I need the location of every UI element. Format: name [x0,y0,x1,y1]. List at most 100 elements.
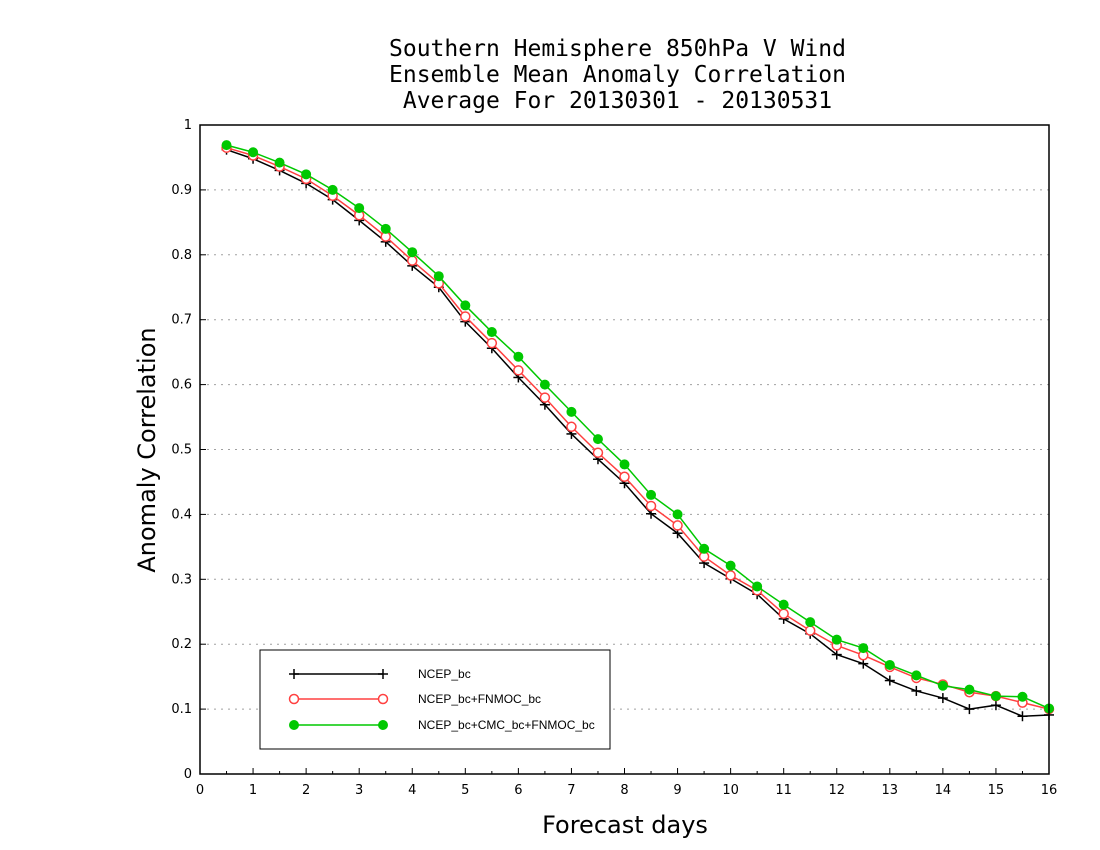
chart-title-line-2: Ensemble Mean Anomaly Correlation [389,62,846,88]
legend-marker [289,720,299,730]
data-point [592,447,604,458]
data-point [274,157,285,168]
data-point [884,659,895,670]
data-point [725,560,736,571]
series-2 [221,142,1055,715]
data-point [884,675,895,686]
data-point [460,300,471,311]
y-tick-label: 0.9 [171,183,192,198]
legend: NCEP_bc NCEP_bc+FNMOC_bc NCEP_bc+CMC_bc+FN… [259,649,611,750]
x-tick-label: 16 [1041,783,1058,798]
data-point [566,406,577,417]
data-point [672,520,683,531]
legend-marker [378,720,388,730]
x-tick-label: 9 [673,783,681,798]
y-tick-label: 1 [184,118,192,133]
data-point [778,599,789,610]
data-point [911,670,922,681]
data-point [990,700,1001,711]
data-point [831,634,842,645]
data-point [858,643,869,654]
y-tick-label: 0 [184,767,192,782]
y-tick-label: 0.7 [171,313,192,328]
legend-marker [289,669,299,679]
data-point [433,271,444,282]
data-point [990,691,1001,702]
x-tick-label: 4 [408,783,416,798]
x-tick-label: 13 [882,783,899,798]
y-tick-label: 0.8 [171,248,192,263]
y-tick-label: 0.1 [171,702,192,717]
chart-title: Southern Hemisphere 850hPa V Wind Ensemb… [0,36,1100,114]
x-axis-title: Forecast days [542,811,708,839]
data-point [699,543,710,554]
data-point [1017,691,1028,702]
data-point [911,685,922,696]
data-point [513,365,524,376]
legend-marker [288,693,300,705]
data-point [619,471,630,483]
data-point [805,617,816,628]
gridlines [200,189,1049,710]
series-group [221,140,1055,722]
x-tick-label: 1 [249,783,257,798]
data-point [380,223,391,234]
data-point [539,379,550,390]
data-point [221,140,232,151]
legend-item: NCEP_bc+FNMOC_bc [288,692,541,706]
data-point [937,693,948,704]
x-tick-label: 10 [722,783,739,798]
data-point [301,169,312,180]
data-point [248,147,259,158]
data-point [752,581,763,592]
data-point [592,434,603,445]
legend-item: NCEP_bc [289,667,471,681]
data-point [460,311,471,322]
data-point [646,489,657,500]
data-point [964,704,975,715]
data-point [672,509,683,520]
data-point [645,500,657,512]
legend-label: NCEP_bc+FNMOC_bc [418,692,541,706]
data-point [964,684,975,695]
series-line [226,146,1050,710]
y-tick-label: 0.4 [171,507,192,522]
data-point [486,327,497,338]
series-1 [221,144,1054,722]
data-point [486,337,498,349]
x-tick-label: 5 [461,783,469,798]
series-3 [221,140,1054,714]
data-point [804,625,816,636]
x-tick-label: 6 [514,783,522,798]
x-tick-label: 8 [620,783,628,798]
x-tick-label: 7 [567,783,575,798]
y-tick-label: 0.6 [171,378,192,393]
data-point [407,255,418,266]
data-point [539,392,551,403]
axes: 00.10.20.30.40.50.60.70.80.910 1 2 3 4 5 6 7 8 9 1… [171,118,1057,798]
data-point [937,680,948,691]
series-line [226,144,1050,710]
x-tick-label: 12 [828,783,845,798]
y-tick-label: 0.2 [171,637,192,652]
data-point [513,351,524,362]
x-tick-label: 14 [935,783,952,798]
chart-title-line-1: Southern Hemisphere 850hPa V Wind [389,36,846,62]
data-point [831,649,842,660]
chart-title-line-3: Average For 20130301 - 20130531 [402,88,833,114]
data-point [1017,711,1028,722]
data-point [566,421,577,433]
legend-marker [377,693,389,705]
data-point [619,459,630,470]
legend-label: NCEP_bc [418,667,471,681]
data-point [354,203,365,214]
y-tick-label: 0.5 [171,443,192,458]
series-line [226,148,1050,717]
y-tick-label: 0.3 [171,572,192,587]
x-tick-label: 15 [988,783,1005,798]
data-point [407,247,418,258]
data-point [725,570,736,581]
data-point [778,608,789,619]
x-tick-label: 11 [775,783,792,798]
